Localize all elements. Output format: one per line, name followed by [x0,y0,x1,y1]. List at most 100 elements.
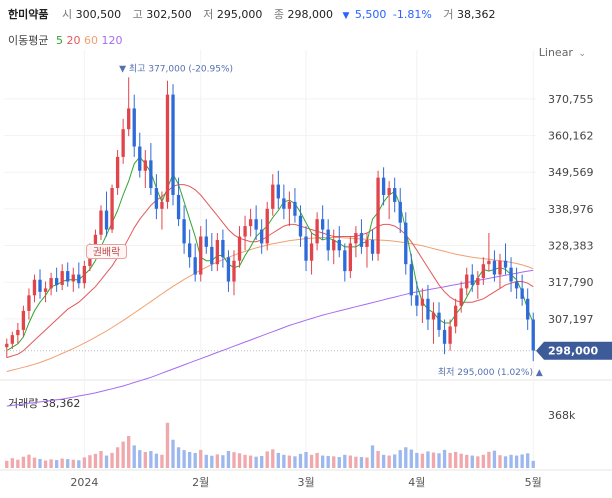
y-tick-label: 307,197 [548,313,594,326]
candle [171,84,175,206]
moving-average-legend[interactable]: 이동평균 5 20 60 120 [8,32,122,48]
candle [337,226,341,258]
candle [232,250,236,296]
volume-bar [453,451,458,468]
change-value: 5,500 [354,8,387,21]
volume-bar [199,449,203,468]
candle-body [215,239,220,265]
candle-body [149,160,153,189]
candle-body [431,312,436,320]
ma-5[interactable]: 5 [55,34,63,47]
volume-bar [104,455,109,468]
candle-body [99,210,103,235]
candle-body [160,201,164,209]
ma-120[interactable]: 120 [101,34,123,47]
candlesticks [5,77,535,362]
candle-body [282,198,286,209]
volume-bar [254,456,258,468]
volume-bar [526,453,530,468]
candle-body [387,188,391,195]
volume-bar [370,445,375,468]
candle [354,226,358,258]
candle [43,281,48,303]
candle-body [21,310,26,330]
candle-body [365,239,369,247]
volume-bar [337,457,341,468]
candle-body [254,219,258,230]
candle-body [448,326,452,344]
candle-body [121,129,125,157]
ma-20[interactable]: 20 [66,34,81,47]
volume-bar [38,458,42,468]
volume-bar [426,451,430,468]
candle [498,253,502,289]
volume-bar [32,457,37,468]
volume-bar [492,450,497,468]
candle [309,233,314,275]
candle-body [492,260,497,275]
candle-body [260,229,264,244]
volume-bar [115,447,120,468]
volume-panel-label: 거래량 [8,397,39,410]
candle-body [520,288,524,299]
candle [149,143,153,195]
volume-bar [376,451,380,468]
volume-bar [60,458,64,468]
scale-mode-button[interactable]: Linear ⌄ [539,46,586,59]
volume-bar [260,455,264,468]
x-tick-label: 4월 [408,476,425,489]
candle-body [426,298,430,320]
min-price-annotation: 최저 295,000 (1.02%) ▲ [438,367,543,378]
candle-body [304,236,308,261]
volume-bar [387,455,391,468]
candle-body [138,146,142,171]
candle [54,267,59,292]
candle-body [127,108,131,130]
candle-body [182,219,186,244]
volume-bar [182,450,186,468]
candle-body [481,264,486,279]
candle-body [326,229,330,251]
volume-bar [481,454,486,468]
volume-bar [160,454,164,468]
high-value: 302,500 [146,8,192,21]
ma120-path [6,269,534,407]
y-tick-label: 349,569 [548,166,594,179]
candle [99,205,103,240]
candle [365,233,369,268]
volume-bar [204,454,208,468]
candle-body [487,260,491,265]
candle [526,288,530,330]
candle [320,205,325,240]
open-value: 300,500 [75,8,122,21]
candle-body [470,274,474,285]
candle-body [154,188,159,209]
candle [16,323,20,344]
volume-bar [442,449,447,468]
volume-bar [21,456,26,468]
candle-body [293,201,297,216]
candle-body [104,210,109,230]
volume-bar [265,451,269,468]
candle [398,188,402,234]
candle [82,260,87,289]
volume-bar [88,455,92,468]
candle [520,274,524,306]
volume-bar [498,455,502,468]
volume-bar [309,454,314,468]
ma-60[interactable]: 60 [83,34,98,47]
candle [265,201,269,251]
y-tick-label: 370,755 [548,93,594,106]
candle-body [226,257,231,282]
candle [193,243,197,282]
ma120-line [6,269,534,407]
volume-bar [298,453,303,468]
volume-bar [221,455,225,468]
candle-body [420,298,425,306]
candle-body [132,108,136,147]
max-price-annotation: ▼ 최고 377,000 (-20.95%) [119,63,233,74]
volume-bar [176,447,181,468]
volume-bar [393,454,397,468]
volume-label: 거 [443,8,454,21]
